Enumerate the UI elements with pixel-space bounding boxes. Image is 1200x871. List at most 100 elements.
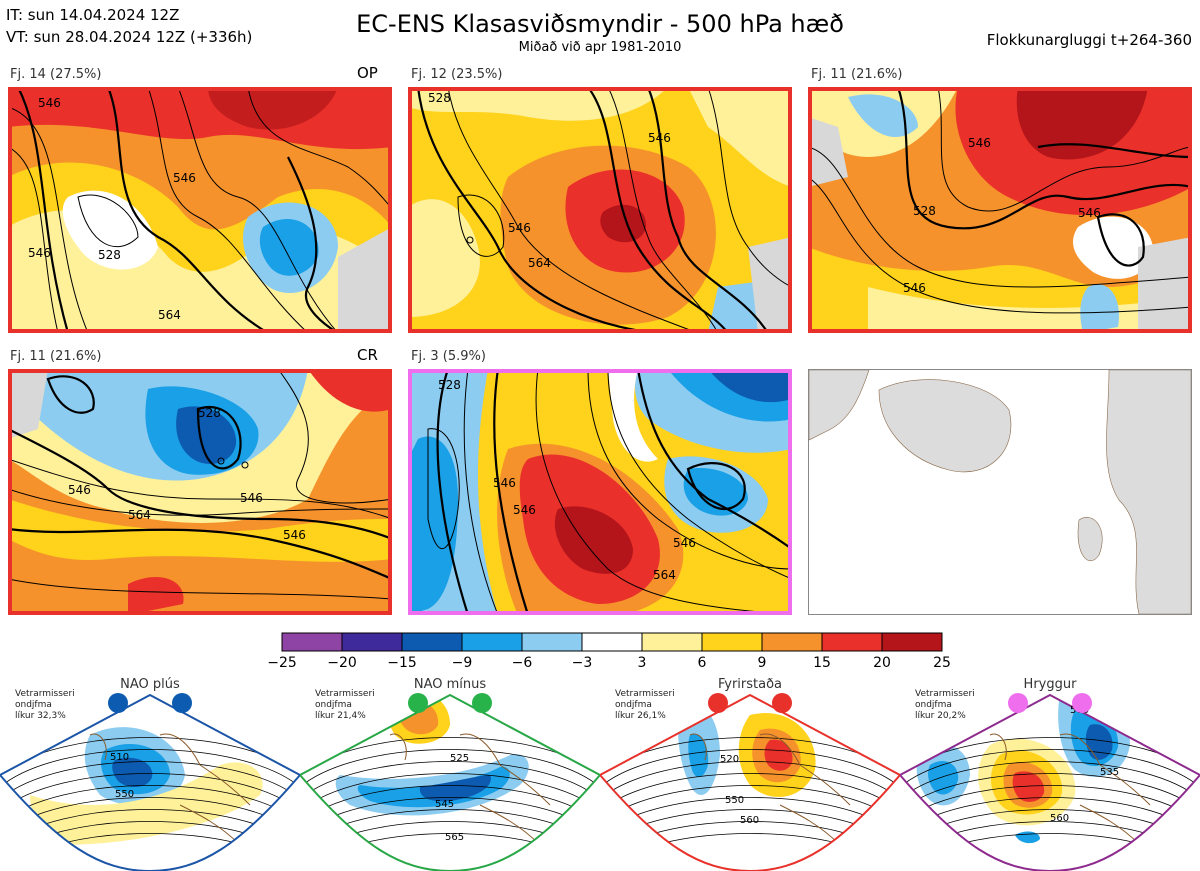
regime-dot [1072, 693, 1092, 713]
regime-map: 510 550 [0, 693, 300, 871]
panel-5-contour-label: 546 [513, 503, 536, 517]
panel-1-contour-label: 546 [173, 171, 196, 185]
panel-3-contour-label: 546 [968, 136, 991, 150]
regime-caption: Vetrarmisseri ondjfma líkur 32,3% [15, 689, 75, 722]
colorbar-swatch [641, 632, 703, 652]
panel-3-label: Fj. 11 (21.6%) [811, 67, 903, 82]
header-times: IT: sun 14.04.2024 12Z VT: sun 28.04.202… [6, 4, 252, 48]
regime-contour-label: 560 [740, 815, 759, 826]
regime-caption: Vetrarmisseri ondjfma líkur 21,4% [315, 689, 375, 722]
panel-5-map: 546 528 546 564 546 [408, 369, 792, 615]
panel-3-contour-label: 546 [903, 281, 926, 295]
anomaly-area [1012, 771, 1045, 802]
regime-dot [708, 693, 728, 713]
height-contour [900, 761, 1200, 800]
colorbar-swatch [281, 632, 343, 652]
anomaly-area [1085, 724, 1113, 760]
regime-caption-line: líkur 26,1% [615, 711, 666, 721]
panel-2-contour-label: 546 [648, 131, 671, 145]
regime-frame [600, 693, 900, 871]
panel-2-contour-label: 546 [508, 221, 531, 235]
regime-contour-label: 565 [445, 832, 464, 843]
colorbar-tick-label: −25 [267, 655, 297, 671]
colorbar-tick-label: 3 [637, 655, 647, 671]
regime-dot [1008, 693, 1028, 713]
regime-contour-label: 535 [1100, 767, 1119, 778]
panel-2-map: 528 546 546 564 [408, 87, 792, 333]
panel-cluster-3: 546 528 546 564 546 [408, 369, 792, 615]
regime-map: 520 550 560 [600, 693, 900, 871]
panel-3-map: 546 528 546 546 [808, 87, 1192, 333]
regime-caption-line: líkur 21,4% [315, 711, 366, 721]
regime-contour-label: 550 [725, 795, 744, 806]
regime-frame [900, 693, 1200, 871]
panel-cluster-11-b: 528 546 546 564 546 [8, 369, 392, 615]
regime-dot [472, 693, 492, 713]
panel-cluster-14: 546 528 546 546 564 [8, 87, 392, 333]
panel-5-contour-label: 546 [493, 476, 516, 490]
panel-1-map: 546 528 546 546 564 [8, 87, 392, 333]
height-contour [300, 761, 600, 800]
height-contour [600, 773, 900, 812]
panel-2-contour-label: 528 [428, 91, 451, 105]
panel-1-label: Fj. 14 (27.5%) [10, 67, 102, 82]
blank-map [809, 370, 1191, 614]
colorbar-tick-label: −6 [511, 655, 533, 671]
anomaly-area [688, 734, 709, 777]
regime-contour-label: 545 [435, 799, 454, 810]
colorbar-swatch [881, 632, 943, 652]
height-contour [300, 749, 600, 788]
panel-2-label: Fj. 12 (23.5%) [411, 67, 503, 82]
colorbar-tick-label: −9 [451, 655, 473, 671]
height-contour [900, 749, 1200, 788]
anomaly-area [112, 757, 153, 787]
colorbar-swatch [401, 632, 463, 652]
regime-dot [772, 693, 792, 713]
regime-caption-line: líkur 32,3% [15, 711, 66, 721]
panel-4-contour-label: 564 [128, 508, 151, 522]
colorbar-tick-label: 20 [873, 655, 891, 671]
panel-1-contour-label: 546 [38, 96, 61, 110]
panel-4-map: 528 546 546 564 546 [8, 369, 392, 615]
panel-1-contour-label: 546 [28, 246, 51, 260]
regime-contour-label: 520 [720, 754, 739, 765]
colorbar-swatch [581, 632, 643, 652]
regime-name: NAO plús [120, 677, 180, 692]
regime-contour-label: 510 [110, 752, 129, 763]
regime-dot [172, 693, 192, 713]
panel-5-contour-label: 564 [653, 568, 676, 582]
regime-caption-line: ondjfma [15, 700, 52, 710]
colorbar-swatch [701, 632, 763, 652]
panel-1-tag: OP [357, 64, 378, 82]
regime-2: 525 545 565 NAO mínus Vetrarmisseri ondjfma lí… [300, 675, 600, 871]
panel-2-contour-label: 564 [528, 256, 551, 270]
panel-1-contour-label: 564 [158, 308, 181, 322]
regime-caption-line: Vetrarmisseri [15, 689, 75, 699]
regime-caption-line: ondjfma [315, 700, 352, 710]
colorbar-swatch [521, 632, 583, 652]
height-contour [0, 749, 300, 788]
page-subtitle: Miðað við apr 1981-2010 [518, 40, 682, 55]
panel-5-contour-label: 528 [438, 378, 461, 392]
initial-time: IT: sun 14.04.2024 12Z [6, 6, 180, 24]
regime-caption-line: ondjfma [615, 700, 652, 710]
panel-1-frame [8, 87, 392, 333]
regime-name: Hryggur [1023, 677, 1077, 692]
regime-caption-line: Vetrarmisseri [615, 689, 675, 699]
regime-name: Fyrirstaða [717, 677, 783, 692]
panel-4-contour-label: 546 [68, 483, 91, 497]
anomaly-area [30, 762, 263, 845]
colorbar-swatch [341, 632, 403, 652]
regime-caption: Vetrarmisseri ondjfma líkur 20,2% [915, 689, 975, 722]
height-contour [0, 761, 300, 800]
regime-frame [0, 693, 300, 871]
regime-contour-label: 550 [115, 789, 134, 800]
panel-4-contour-label: 546 [283, 528, 306, 542]
colorbar-tick-label: 6 [697, 655, 707, 671]
height-contour [900, 785, 1200, 824]
panel-cluster-12: 528 546 546 564 [408, 87, 792, 333]
height-contour [300, 785, 600, 824]
panel-3-frame [808, 87, 1192, 333]
colorbar-swatch [761, 632, 823, 652]
regime-caption-line: Vetrarmisseri [315, 689, 375, 699]
